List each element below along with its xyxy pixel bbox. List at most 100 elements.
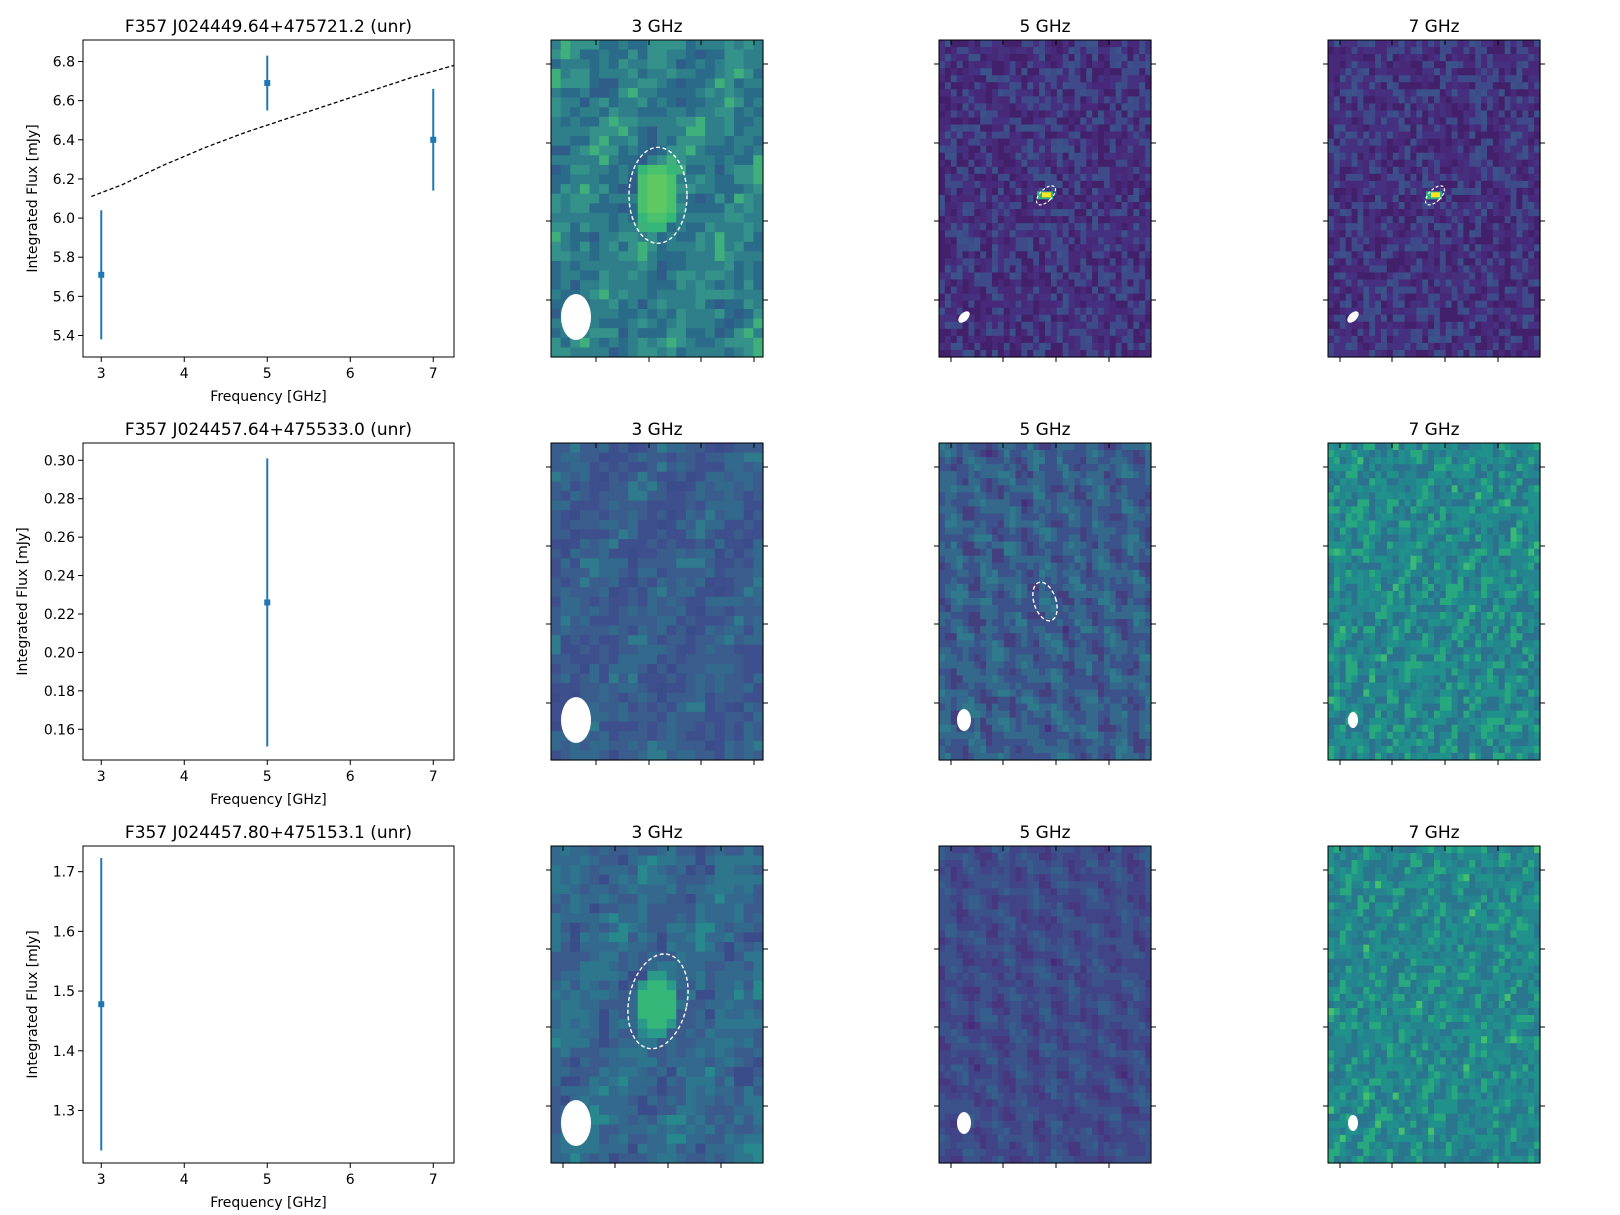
image-frame (938, 442, 1152, 761)
plot-title: F357 J024457.64+475533.0 (unr) (125, 420, 412, 440)
data-point (98, 271, 105, 278)
beam-ellipse (561, 697, 591, 743)
x-tick-label: 3 (97, 366, 106, 382)
x-tick-label: 6 (346, 366, 355, 382)
image-frame (550, 39, 764, 358)
y-tick-label: 5.8 (53, 250, 75, 266)
image-panel-title: 5 GHz (1019, 823, 1070, 843)
plot-frame (82, 39, 455, 358)
source-ellipse (1424, 185, 1446, 206)
image-frame (1327, 39, 1541, 358)
y-tick-label: 1.4 (53, 1044, 75, 1060)
x-tick-label: 5 (263, 769, 272, 785)
y-tick-label: 0.16 (44, 722, 75, 738)
x-tick-label: 6 (346, 769, 355, 785)
beam-ellipse (958, 311, 970, 323)
data-point (430, 136, 437, 143)
plot-title: F357 J024457.80+475153.1 (unr) (125, 823, 412, 843)
source-ellipse (628, 146, 688, 245)
beam-ellipse (1348, 1115, 1358, 1131)
x-tick-label: 4 (180, 1172, 189, 1188)
image-frame (938, 39, 1152, 358)
spectrum-plot-1: 3 4 5 6 7 5.4 5.6 5.8 6.0 6.2 6.4 6.6 6.8 F357 J02444… (25, 17, 455, 405)
image-panel-title: 7 GHz (1408, 823, 1459, 843)
image-panel-r1-5ghz: 5 GHz (934, 17, 1156, 362)
y-tick-label: 0.20 (44, 645, 75, 661)
beam-ellipse (561, 1100, 591, 1146)
x-tick-label: 7 (429, 769, 438, 785)
image-panel-title: 3 GHz (631, 17, 682, 37)
image-panel-r1-3ghz: 3 GHz (546, 17, 768, 362)
image-panel-title: 3 GHz (631, 823, 682, 843)
image-panel-title: 5 GHz (1019, 420, 1070, 440)
data-point (98, 1001, 105, 1008)
x-tick-label: 5 (263, 366, 272, 382)
image-panel-title: 3 GHz (631, 420, 682, 440)
y-axis-label: Integrated Flux [mJy] (25, 124, 41, 272)
image-frame (550, 442, 764, 761)
x-tick-label: 4 (180, 769, 189, 785)
x-tick-label: 5 (263, 1172, 272, 1188)
image-panel-r1-7ghz: 7 GHz (1323, 17, 1545, 362)
x-tick-label: 7 (429, 1172, 438, 1188)
y-tick-label: 6.4 (53, 133, 75, 149)
image-panel-r3-7ghz: 7 GHz (1323, 823, 1545, 1168)
image-frame (938, 845, 1152, 1164)
y-tick-label: 6.8 (53, 55, 75, 71)
image-panel-r3-3ghz: 3 GHz (546, 823, 768, 1168)
y-tick-label: 6.6 (53, 94, 75, 110)
fit-curve (91, 64, 454, 198)
y-tick-label: 5.4 (53, 328, 75, 344)
y-tick-label: 0.26 (44, 530, 75, 546)
y-axis-label: Integrated Flux [mJy] (15, 527, 31, 675)
x-tick-label: 3 (97, 1172, 106, 1188)
y-tick-label: 1.5 (53, 984, 75, 1000)
y-tick-label: 0.28 (44, 492, 75, 508)
y-tick-label: 6.0 (53, 211, 75, 227)
image-frame (1327, 442, 1541, 761)
beam-ellipse (561, 294, 591, 340)
y-axis-label: Integrated Flux [mJy] (25, 930, 41, 1078)
data-point (264, 599, 271, 606)
y-tick-label: 1.3 (53, 1103, 75, 1119)
x-tick-label: 7 (429, 366, 438, 382)
source-ellipse (627, 953, 689, 1050)
source-ellipse (1032, 581, 1058, 622)
y-tick-label: 0.22 (44, 607, 75, 623)
image-panel-title: 5 GHz (1019, 17, 1070, 37)
beam-ellipse (957, 1112, 971, 1134)
x-tick-label: 4 (180, 366, 189, 382)
spectrum-plot-2: 3 4 5 6 7 0.16 0.18 0.20 0.22 0.24 0.26 0.28 0.30 F35… (15, 420, 455, 808)
image-panel-r2-5ghz: 5 GHz (934, 420, 1156, 765)
y-tick-label: 0.18 (44, 684, 75, 700)
image-frame (1327, 845, 1541, 1164)
data-point (264, 80, 271, 87)
image-panel-r2-7ghz: 7 GHz (1323, 420, 1545, 765)
y-tick-label: 0.30 (44, 453, 75, 469)
bright-source (1431, 192, 1440, 198)
image-panel-r3-5ghz: 5 GHz (934, 823, 1156, 1168)
beam-ellipse (1348, 712, 1358, 728)
y-tick-label: 5.6 (53, 289, 75, 305)
x-axis-label: Frequency [GHz] (210, 1195, 326, 1211)
image-frame (550, 845, 764, 1164)
x-axis-label: Frequency [GHz] (210, 389, 326, 405)
image-panel-r2-3ghz: 3 GHz (546, 420, 768, 765)
plot-title: F357 J024449.64+475721.2 (unr) (125, 17, 412, 37)
bright-source (1042, 192, 1051, 198)
spectrum-plot-3: 3 4 5 6 7 1.3 1.4 1.5 1.6 1.7 F357 J024457.80+4751… (25, 823, 455, 1211)
y-tick-label: 1.7 (53, 865, 75, 881)
beam-ellipse (957, 709, 971, 731)
source-ellipse (1035, 185, 1057, 206)
x-tick-label: 6 (346, 1172, 355, 1188)
y-tick-label: 6.2 (53, 172, 75, 188)
image-panel-title: 7 GHz (1408, 420, 1459, 440)
x-tick-label: 3 (97, 769, 106, 785)
x-axis-label: Frequency [GHz] (210, 792, 326, 808)
y-tick-label: 1.6 (53, 924, 75, 940)
beam-ellipse (1347, 311, 1359, 323)
plot-frame (82, 845, 455, 1164)
image-panel-title: 7 GHz (1408, 17, 1459, 37)
y-tick-label: 0.24 (44, 569, 75, 585)
